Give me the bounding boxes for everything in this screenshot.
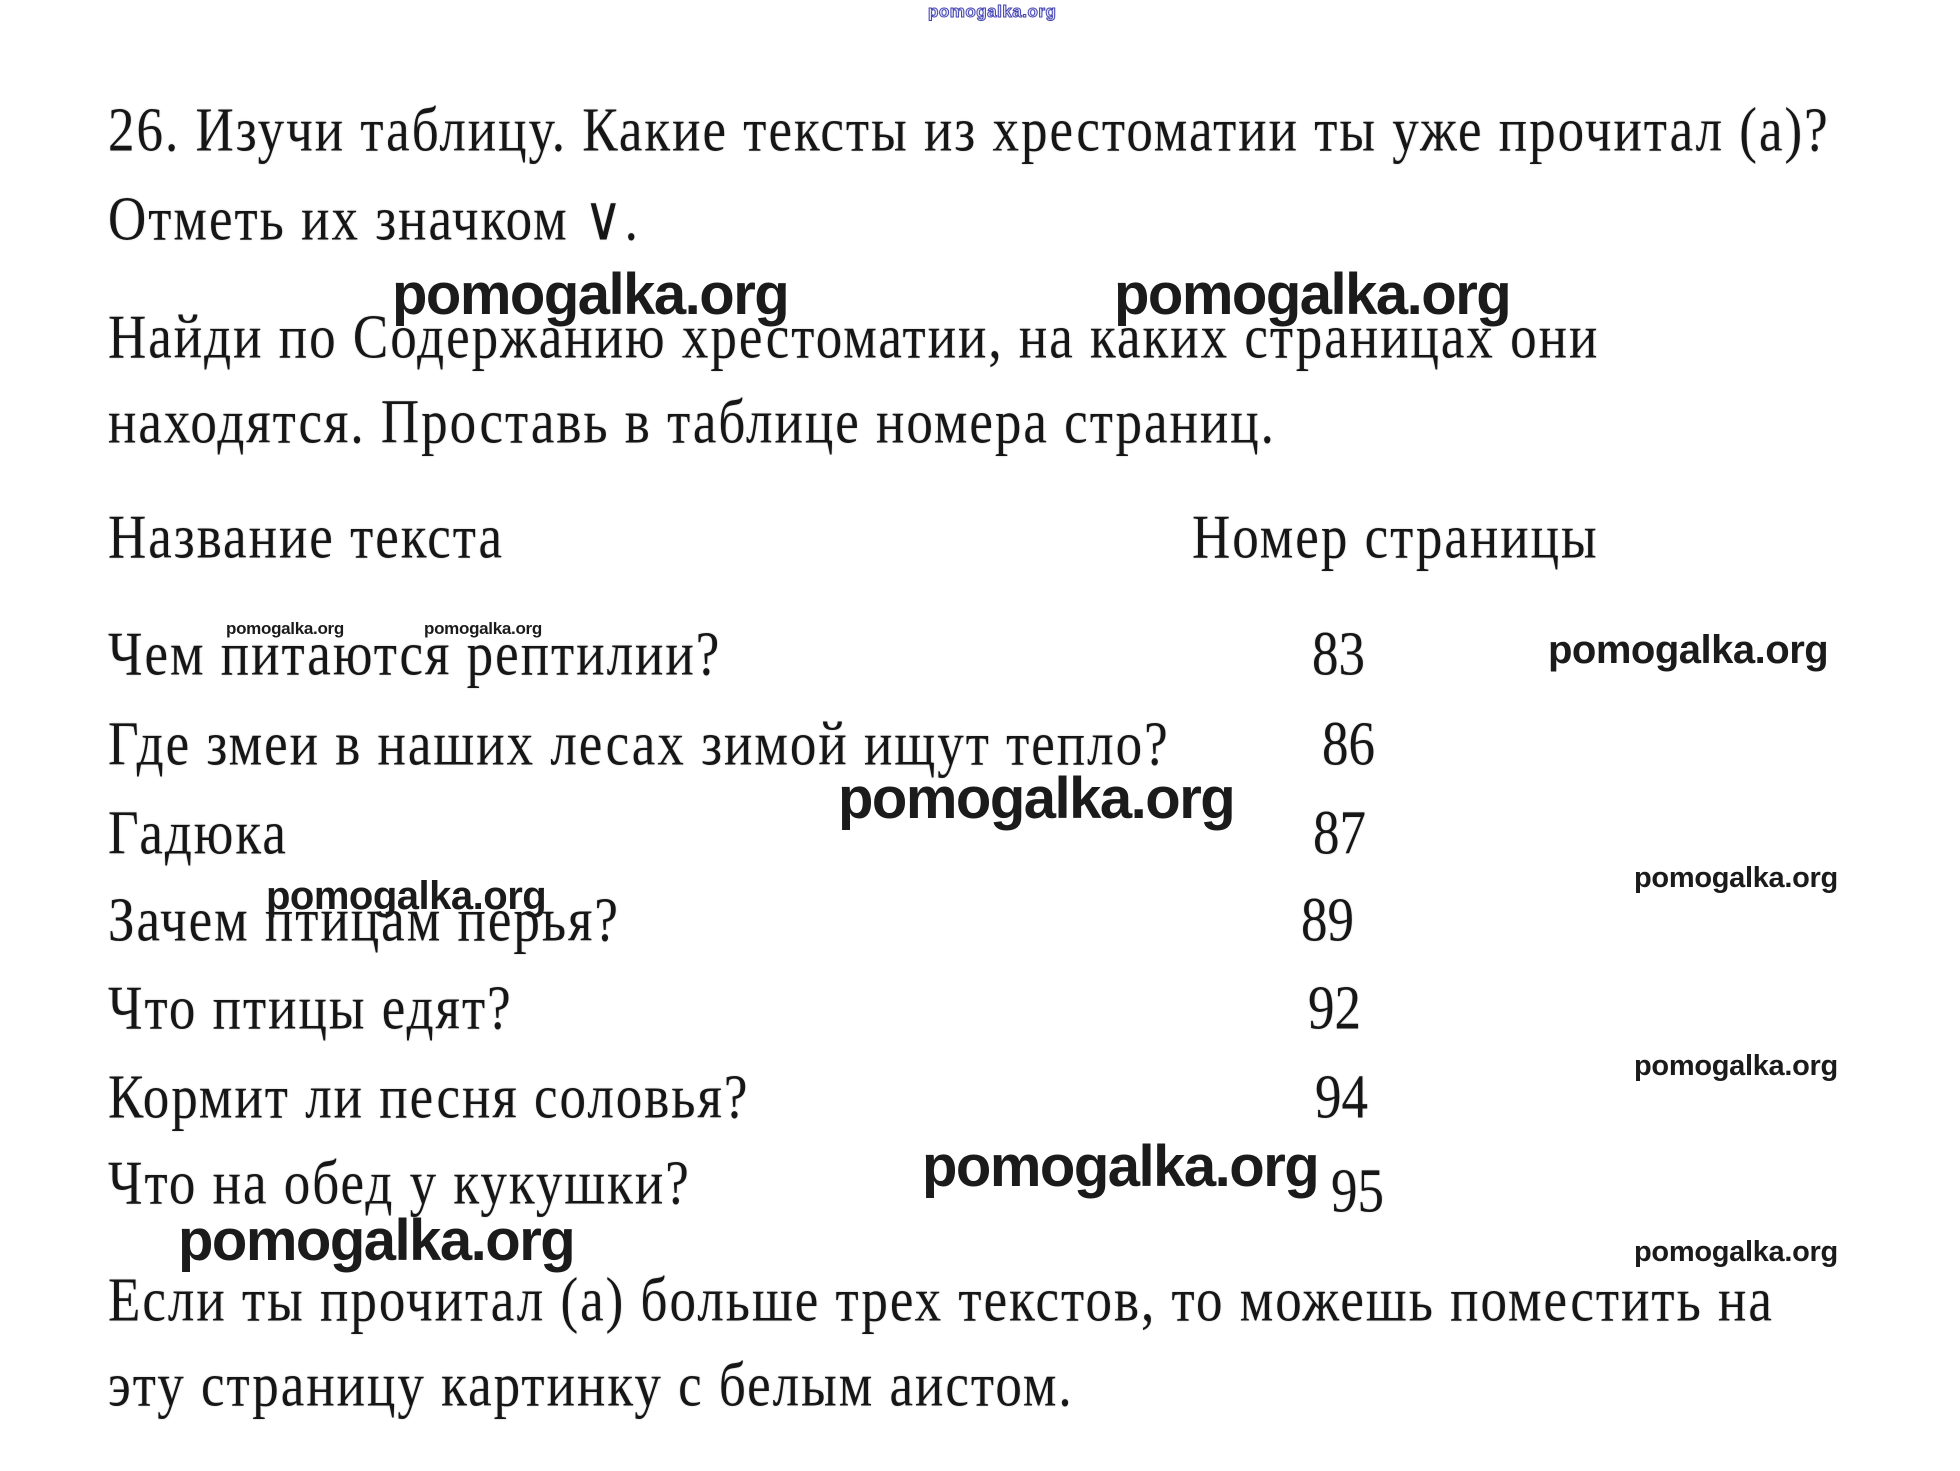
- watermark-heading-left: pomogalka.org: [392, 262, 790, 327]
- row-page-number: 83: [1312, 620, 1365, 689]
- footer-line-2: эту страницу картинку с белым аистом.: [108, 1351, 1074, 1420]
- footer-line-1: Если ты прочитал (а) больше трех текстов…: [108, 1266, 1774, 1335]
- watermark-row1-small-right: pomogalka.org: [424, 619, 542, 638]
- watermark-left-mid: pomogalka.org: [266, 874, 547, 918]
- row-page-number: 86: [1322, 710, 1375, 779]
- heading-line-2: Отметь их значком ∨.: [108, 185, 640, 254]
- row-page-number: 89: [1301, 886, 1354, 955]
- row-page-number: 87: [1313, 799, 1366, 868]
- row-page-number: 92: [1308, 974, 1361, 1043]
- watermark-right-bottom: pomogalka.org: [1634, 1236, 1838, 1268]
- table-row-title: Гадюка: [108, 799, 288, 868]
- instruction-line-2: находятся. Проставь в таблице номера стр…: [108, 388, 1276, 457]
- row-page-number: 94: [1315, 1063, 1368, 1132]
- watermark-right-mid-2: pomogalka.org: [1634, 1050, 1838, 1082]
- watermark-heading-right: pomogalka.org: [1114, 262, 1512, 327]
- heading-line-1: 26. Изучи таблицу. Какие тексты из хрест…: [108, 96, 1830, 165]
- column-header-page-number: Номер страницы: [1192, 503, 1599, 572]
- watermark-center-lower: pomogalka.org: [922, 1134, 1320, 1199]
- watermark-right-top: pomogalka.org: [1548, 628, 1829, 672]
- watermark-top: pomogalka.org: [927, 2, 1057, 21]
- table-row-title: Чем питаются рептилии?: [108, 620, 722, 689]
- watermark-right-mid-1: pomogalka.org: [1634, 862, 1838, 894]
- table-row-title: Что на обед у кукушки?: [108, 1149, 691, 1218]
- watermark-row1-small-left: pomogalka.org: [226, 619, 344, 638]
- instruction-line-1: Найди по Содержанию хрестоматии, на каки…: [108, 303, 1600, 372]
- table-row-title: Зачем птицам перья?: [108, 886, 620, 955]
- watermark-center-upper: pomogalka.org: [838, 766, 1236, 831]
- table-row-title: Кормит ли песня соловья?: [108, 1063, 750, 1132]
- row-page-number: 95: [1331, 1157, 1384, 1226]
- table-row-title: Где змеи в наших лесах зимой ищут тепло?: [108, 710, 1170, 779]
- column-header-title: Название текста: [108, 503, 505, 572]
- watermark-bottom-left: pomogalka.org: [178, 1208, 576, 1273]
- table-row-title: Что птицы едят?: [108, 974, 513, 1043]
